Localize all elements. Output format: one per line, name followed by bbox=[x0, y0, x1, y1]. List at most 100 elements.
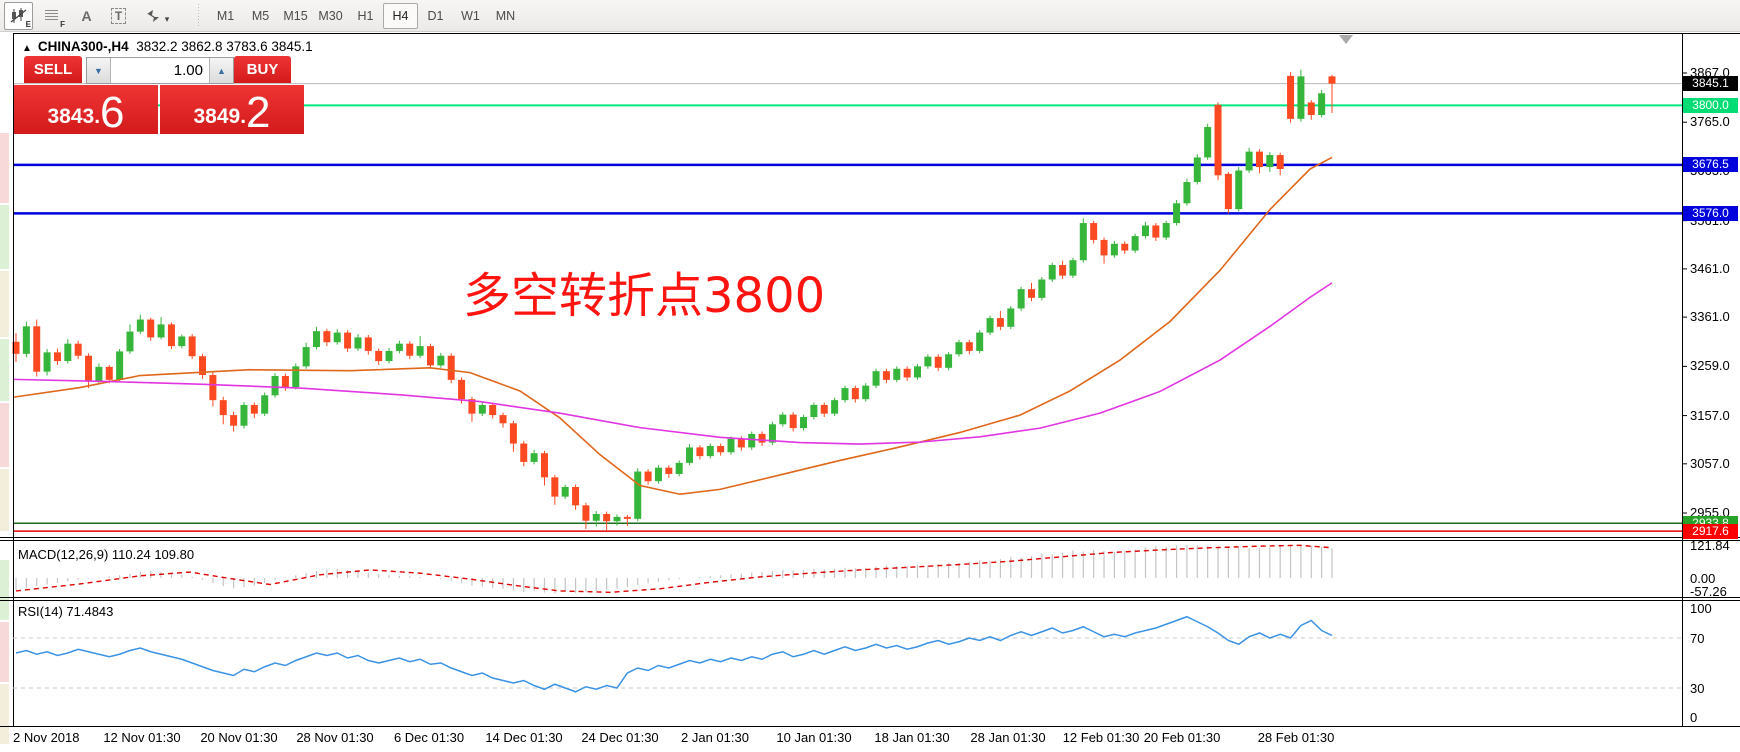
chevron-down-icon[interactable]: ▾ bbox=[164, 14, 170, 24]
market-watch-edge-strip bbox=[0, 33, 9, 752]
docked-panel-row bbox=[0, 133, 9, 203]
candle-body bbox=[281, 376, 289, 388]
candle-body bbox=[12, 341, 20, 354]
candle-body bbox=[116, 351, 124, 380]
candle-body bbox=[85, 355, 93, 382]
candle-body bbox=[1069, 260, 1077, 276]
candle-body bbox=[1027, 289, 1035, 298]
candle-body bbox=[862, 385, 870, 400]
candle-body bbox=[758, 433, 766, 443]
candle-body bbox=[924, 356, 932, 367]
candle-body bbox=[1162, 223, 1170, 238]
time-axis-label: 12 Nov 01:30 bbox=[103, 730, 181, 745]
volume-down-button[interactable]: ▼ bbox=[87, 58, 111, 83]
timeframe-button-d1[interactable]: D1 bbox=[427, 9, 444, 23]
candle-body bbox=[820, 404, 828, 414]
candle-body bbox=[147, 319, 155, 338]
candle-body bbox=[914, 366, 922, 378]
candle-body bbox=[43, 352, 51, 372]
buy-price-panel[interactable]: 3849 . 2 bbox=[160, 85, 304, 134]
candle-body bbox=[199, 356, 207, 376]
macd-label: MACD(12,26,9) 110.24 109.80 bbox=[18, 547, 195, 562]
candle-body bbox=[1276, 155, 1284, 170]
candle-body bbox=[458, 379, 466, 400]
time-axis-label: 2 Nov 2018 bbox=[13, 730, 80, 745]
cursor-arrows-icon[interactable] bbox=[138, 2, 167, 30]
candle-body bbox=[696, 447, 704, 457]
candle-body bbox=[1307, 102, 1315, 115]
candle-body bbox=[478, 404, 486, 414]
timeframe-button-w1[interactable]: W1 bbox=[461, 9, 480, 23]
time-axis-label: 2 Jan 01:30 bbox=[681, 730, 749, 745]
timeframe-button-m5[interactable]: M5 bbox=[251, 9, 270, 23]
sell-price-panel[interactable]: 3843 . 6 bbox=[14, 85, 158, 134]
candle-body bbox=[945, 354, 953, 368]
candle-body bbox=[592, 514, 600, 521]
chart-background bbox=[13, 34, 1682, 726]
candle-body bbox=[1079, 223, 1087, 261]
candle-body bbox=[1141, 225, 1149, 237]
timeframe-button-m15[interactable]: M15 bbox=[283, 9, 308, 23]
time-axis-label: 12 Feb 01:30 bbox=[1062, 730, 1140, 745]
candle-body bbox=[551, 477, 559, 497]
candlestick-chart-icon[interactable]: E bbox=[4, 2, 33, 30]
candle-body bbox=[841, 388, 849, 401]
timeframe-button-m30[interactable]: M30 bbox=[318, 9, 343, 23]
candle-body bbox=[416, 346, 424, 356]
candle-body bbox=[903, 368, 911, 378]
candle-body bbox=[489, 404, 497, 416]
volume-input[interactable] bbox=[111, 58, 209, 83]
price-tick-label: 3057.0 bbox=[1690, 455, 1730, 471]
candle-body bbox=[1224, 173, 1232, 210]
docked-panel-row bbox=[0, 622, 9, 682]
rsi-scale-label: 30 bbox=[1690, 681, 1705, 696]
candle-body bbox=[789, 414, 797, 429]
indicator-grid-icon[interactable]: F bbox=[38, 2, 67, 30]
sell-price-sep: . bbox=[94, 105, 101, 128]
rsi-line bbox=[15, 615, 1333, 693]
candle-body bbox=[323, 331, 331, 343]
sell-button[interactable]: SELL bbox=[24, 56, 82, 83]
price-badge-3800.0: 3800.0 bbox=[1683, 97, 1738, 113]
candle-body bbox=[634, 471, 642, 519]
candle-body bbox=[447, 355, 455, 380]
candle-body bbox=[344, 332, 352, 349]
candle-body bbox=[157, 324, 165, 338]
docked-panel-row bbox=[0, 339, 9, 401]
candle-body bbox=[1266, 155, 1274, 168]
icon-sub-e: E bbox=[25, 20, 31, 29]
chart-annotation-text[interactable]: 多空转折点3800 bbox=[463, 268, 826, 324]
collapse-arrow-icon[interactable]: ▲ bbox=[22, 43, 32, 54]
candle-body bbox=[882, 371, 890, 380]
candle-body bbox=[53, 352, 61, 362]
chart-shift-marker-icon[interactable] bbox=[1339, 35, 1353, 44]
candle-body bbox=[468, 399, 476, 414]
volume-up-button[interactable]: ▲ bbox=[209, 58, 233, 83]
text-box-icon[interactable]: T bbox=[104, 2, 133, 30]
candle-body bbox=[178, 336, 186, 347]
buy-button[interactable]: BUY bbox=[234, 56, 291, 83]
candle-body bbox=[1245, 151, 1253, 171]
candle-body bbox=[499, 415, 507, 424]
icon-sub-f: F bbox=[60, 20, 65, 29]
candle-body bbox=[509, 423, 517, 444]
candle-body bbox=[1255, 151, 1263, 168]
text-label-icon[interactable]: A bbox=[81, 8, 92, 24]
timeframe-button-h1[interactable]: H1 bbox=[357, 9, 374, 23]
candle-body bbox=[1110, 243, 1118, 256]
sell-price-big-digit: 6 bbox=[100, 87, 125, 137]
timeframe-button-mn[interactable]: MN bbox=[495, 9, 516, 23]
price-badge-3576.0: 3576.0 bbox=[1683, 205, 1738, 221]
caret-down-icon: ▼ bbox=[94, 65, 103, 76]
candle-body bbox=[727, 438, 735, 453]
candle-body bbox=[851, 388, 859, 400]
timeframe-button-h4[interactable]: H4 bbox=[383, 3, 418, 29]
candle-body bbox=[779, 414, 787, 425]
candle-body bbox=[561, 486, 569, 497]
toolbar-drag-handle[interactable] bbox=[197, 4, 202, 27]
candle-body bbox=[1152, 225, 1160, 238]
candle-body bbox=[1204, 127, 1212, 158]
candle-body bbox=[1131, 236, 1139, 251]
timeframe-button-m1[interactable]: M1 bbox=[216, 9, 235, 23]
